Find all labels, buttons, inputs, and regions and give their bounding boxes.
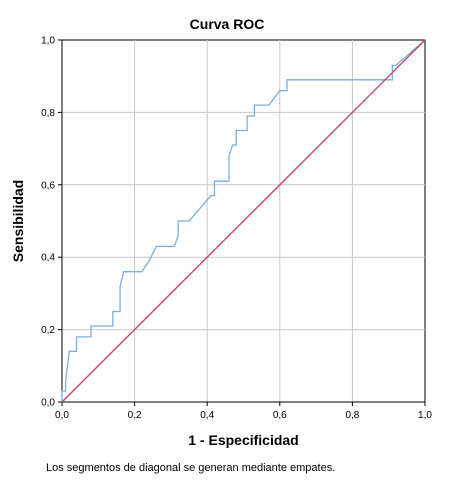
x-tick-label: 0,6 [273, 410, 287, 421]
x-tick-label: 0,2 [128, 410, 142, 421]
grid-lines [62, 40, 425, 402]
reference-diagonal-line [61, 39, 426, 403]
x-tick-label: 0,0 [55, 410, 69, 421]
y-tick-label: 0,8 [41, 108, 55, 119]
x-axis-label: 1 - Especificidad [188, 432, 299, 448]
x-tick-label: 1,0 [418, 410, 432, 421]
x-tick-label: 0,8 [345, 410, 359, 421]
y-tick-label: 0,4 [41, 253, 55, 264]
y-tick-label: 0,2 [41, 325, 55, 336]
tick-labels: 0,0 0,2 0,4 0,6 0,8 1,0 0,0 0,2 0,4 0,6 0,8 1,0 [41, 36, 432, 422]
y-tick-label: 0,0 [41, 398, 55, 409]
chart-title: Curva ROC [189, 16, 265, 32]
y-axis-label: Sensibilidad [10, 179, 26, 263]
chart-footnote: Los segmentos de diagonal se generan med… [46, 462, 336, 474]
y-tick-label: 1,0 [41, 36, 55, 47]
roc-curve-line [61, 39, 426, 402]
x-tick-label: 0,4 [200, 410, 214, 421]
axes [58, 39, 426, 406]
y-tick-label: 0,6 [41, 180, 55, 191]
series-layer [61, 39, 426, 403]
